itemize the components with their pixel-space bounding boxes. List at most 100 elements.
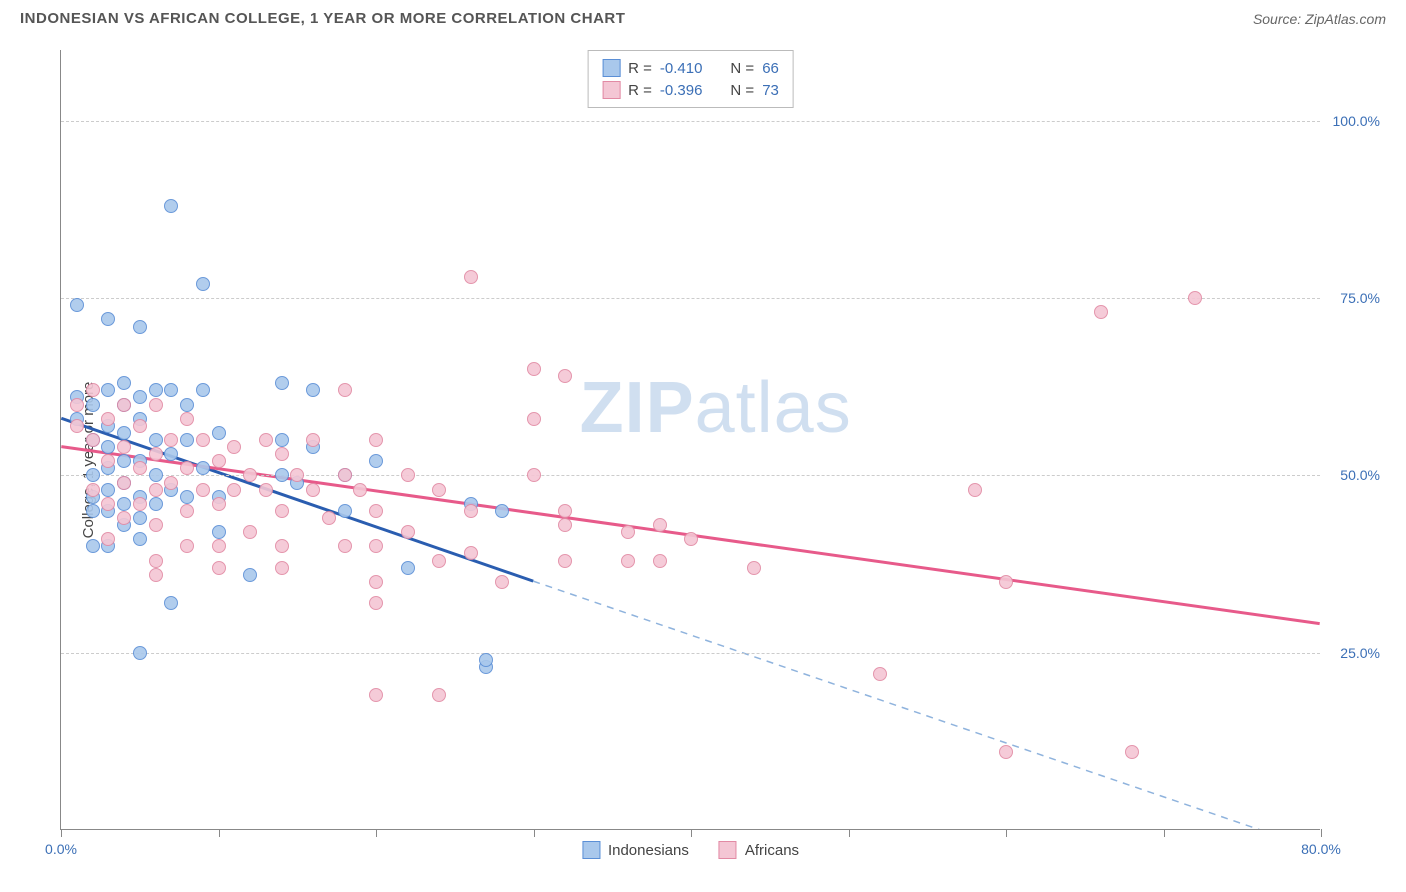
data-point: [464, 270, 478, 284]
data-point: [149, 433, 163, 447]
chart-container: College, 1 year or more ZIPatlas R = -0.…: [20, 40, 1386, 880]
y-tick-label: 100.0%: [1333, 113, 1380, 129]
data-point: [133, 461, 147, 475]
data-point: [196, 433, 210, 447]
data-point: [1094, 305, 1108, 319]
data-point: [621, 525, 635, 539]
data-point: [117, 398, 131, 412]
data-point: [401, 468, 415, 482]
gridline: [61, 298, 1320, 299]
data-point: [306, 433, 320, 447]
data-point: [164, 199, 178, 213]
data-point: [101, 497, 115, 511]
legend-swatch: [602, 81, 620, 99]
data-point: [259, 433, 273, 447]
data-point: [164, 383, 178, 397]
data-point: [684, 532, 698, 546]
data-point: [101, 440, 115, 454]
plot-area: ZIPatlas R = -0.410N = 66R = -0.396N = 7…: [60, 50, 1320, 830]
correlation-legend: R = -0.410N = 66R = -0.396N = 73: [587, 50, 794, 108]
data-point: [464, 546, 478, 560]
data-point: [164, 447, 178, 461]
data-point: [212, 454, 226, 468]
data-point: [133, 646, 147, 660]
series-legend-label: Africans: [745, 842, 799, 859]
data-point: [401, 561, 415, 575]
data-point: [369, 433, 383, 447]
data-point: [306, 383, 320, 397]
data-point: [196, 277, 210, 291]
data-point: [275, 468, 289, 482]
x-tick: [534, 829, 535, 837]
data-point: [432, 688, 446, 702]
data-point: [275, 561, 289, 575]
chart-title: INDONESIAN VS AFRICAN COLLEGE, 1 YEAR OR…: [20, 10, 625, 27]
legend-n-value: 66: [762, 60, 779, 77]
x-tick: [849, 829, 850, 837]
legend-n-value: 73: [762, 82, 779, 99]
data-point: [196, 461, 210, 475]
legend-r-label: R =: [628, 82, 652, 99]
data-point: [70, 419, 84, 433]
data-point: [149, 383, 163, 397]
data-point: [1188, 291, 1202, 305]
data-point: [117, 497, 131, 511]
watermark: ZIPatlas: [580, 367, 852, 449]
data-point: [196, 483, 210, 497]
legend-r-value: -0.410: [660, 60, 703, 77]
data-point: [133, 419, 147, 433]
data-point: [527, 412, 541, 426]
data-point: [306, 483, 320, 497]
data-point: [479, 653, 493, 667]
x-tick: [691, 829, 692, 837]
data-point: [873, 667, 887, 681]
data-point: [180, 539, 194, 553]
data-point: [101, 454, 115, 468]
data-point: [369, 596, 383, 610]
x-tick: [1006, 829, 1007, 837]
data-point: [212, 497, 226, 511]
data-point: [133, 320, 147, 334]
data-point: [196, 383, 210, 397]
data-point: [338, 504, 352, 518]
gridline: [61, 121, 1320, 122]
data-point: [369, 539, 383, 553]
data-point: [117, 511, 131, 525]
data-point: [401, 525, 415, 539]
data-point: [117, 454, 131, 468]
data-point: [243, 568, 257, 582]
data-point: [527, 468, 541, 482]
data-point: [86, 539, 100, 553]
y-tick-label: 50.0%: [1340, 467, 1380, 483]
data-point: [558, 369, 572, 383]
data-point: [180, 504, 194, 518]
data-point: [369, 454, 383, 468]
data-point: [558, 518, 572, 532]
series-legend-item: Africans: [719, 841, 799, 859]
data-point: [149, 568, 163, 582]
x-tick: [376, 829, 377, 837]
data-point: [338, 468, 352, 482]
data-point: [558, 554, 572, 568]
data-point: [212, 525, 226, 539]
data-point: [1125, 745, 1139, 759]
data-point: [369, 575, 383, 589]
data-point: [999, 745, 1013, 759]
data-point: [432, 554, 446, 568]
data-point: [275, 376, 289, 390]
data-point: [149, 518, 163, 532]
data-point: [747, 561, 761, 575]
data-point: [227, 440, 241, 454]
legend-row: R = -0.410N = 66: [602, 57, 779, 79]
data-point: [353, 483, 367, 497]
data-point: [653, 518, 667, 532]
data-point: [275, 504, 289, 518]
legend-row: R = -0.396N = 73: [602, 79, 779, 101]
data-point: [290, 468, 304, 482]
data-point: [212, 426, 226, 440]
data-point: [464, 504, 478, 518]
source-label: Source: ZipAtlas.com: [1253, 11, 1386, 27]
data-point: [999, 575, 1013, 589]
data-point: [86, 383, 100, 397]
data-point: [101, 483, 115, 497]
